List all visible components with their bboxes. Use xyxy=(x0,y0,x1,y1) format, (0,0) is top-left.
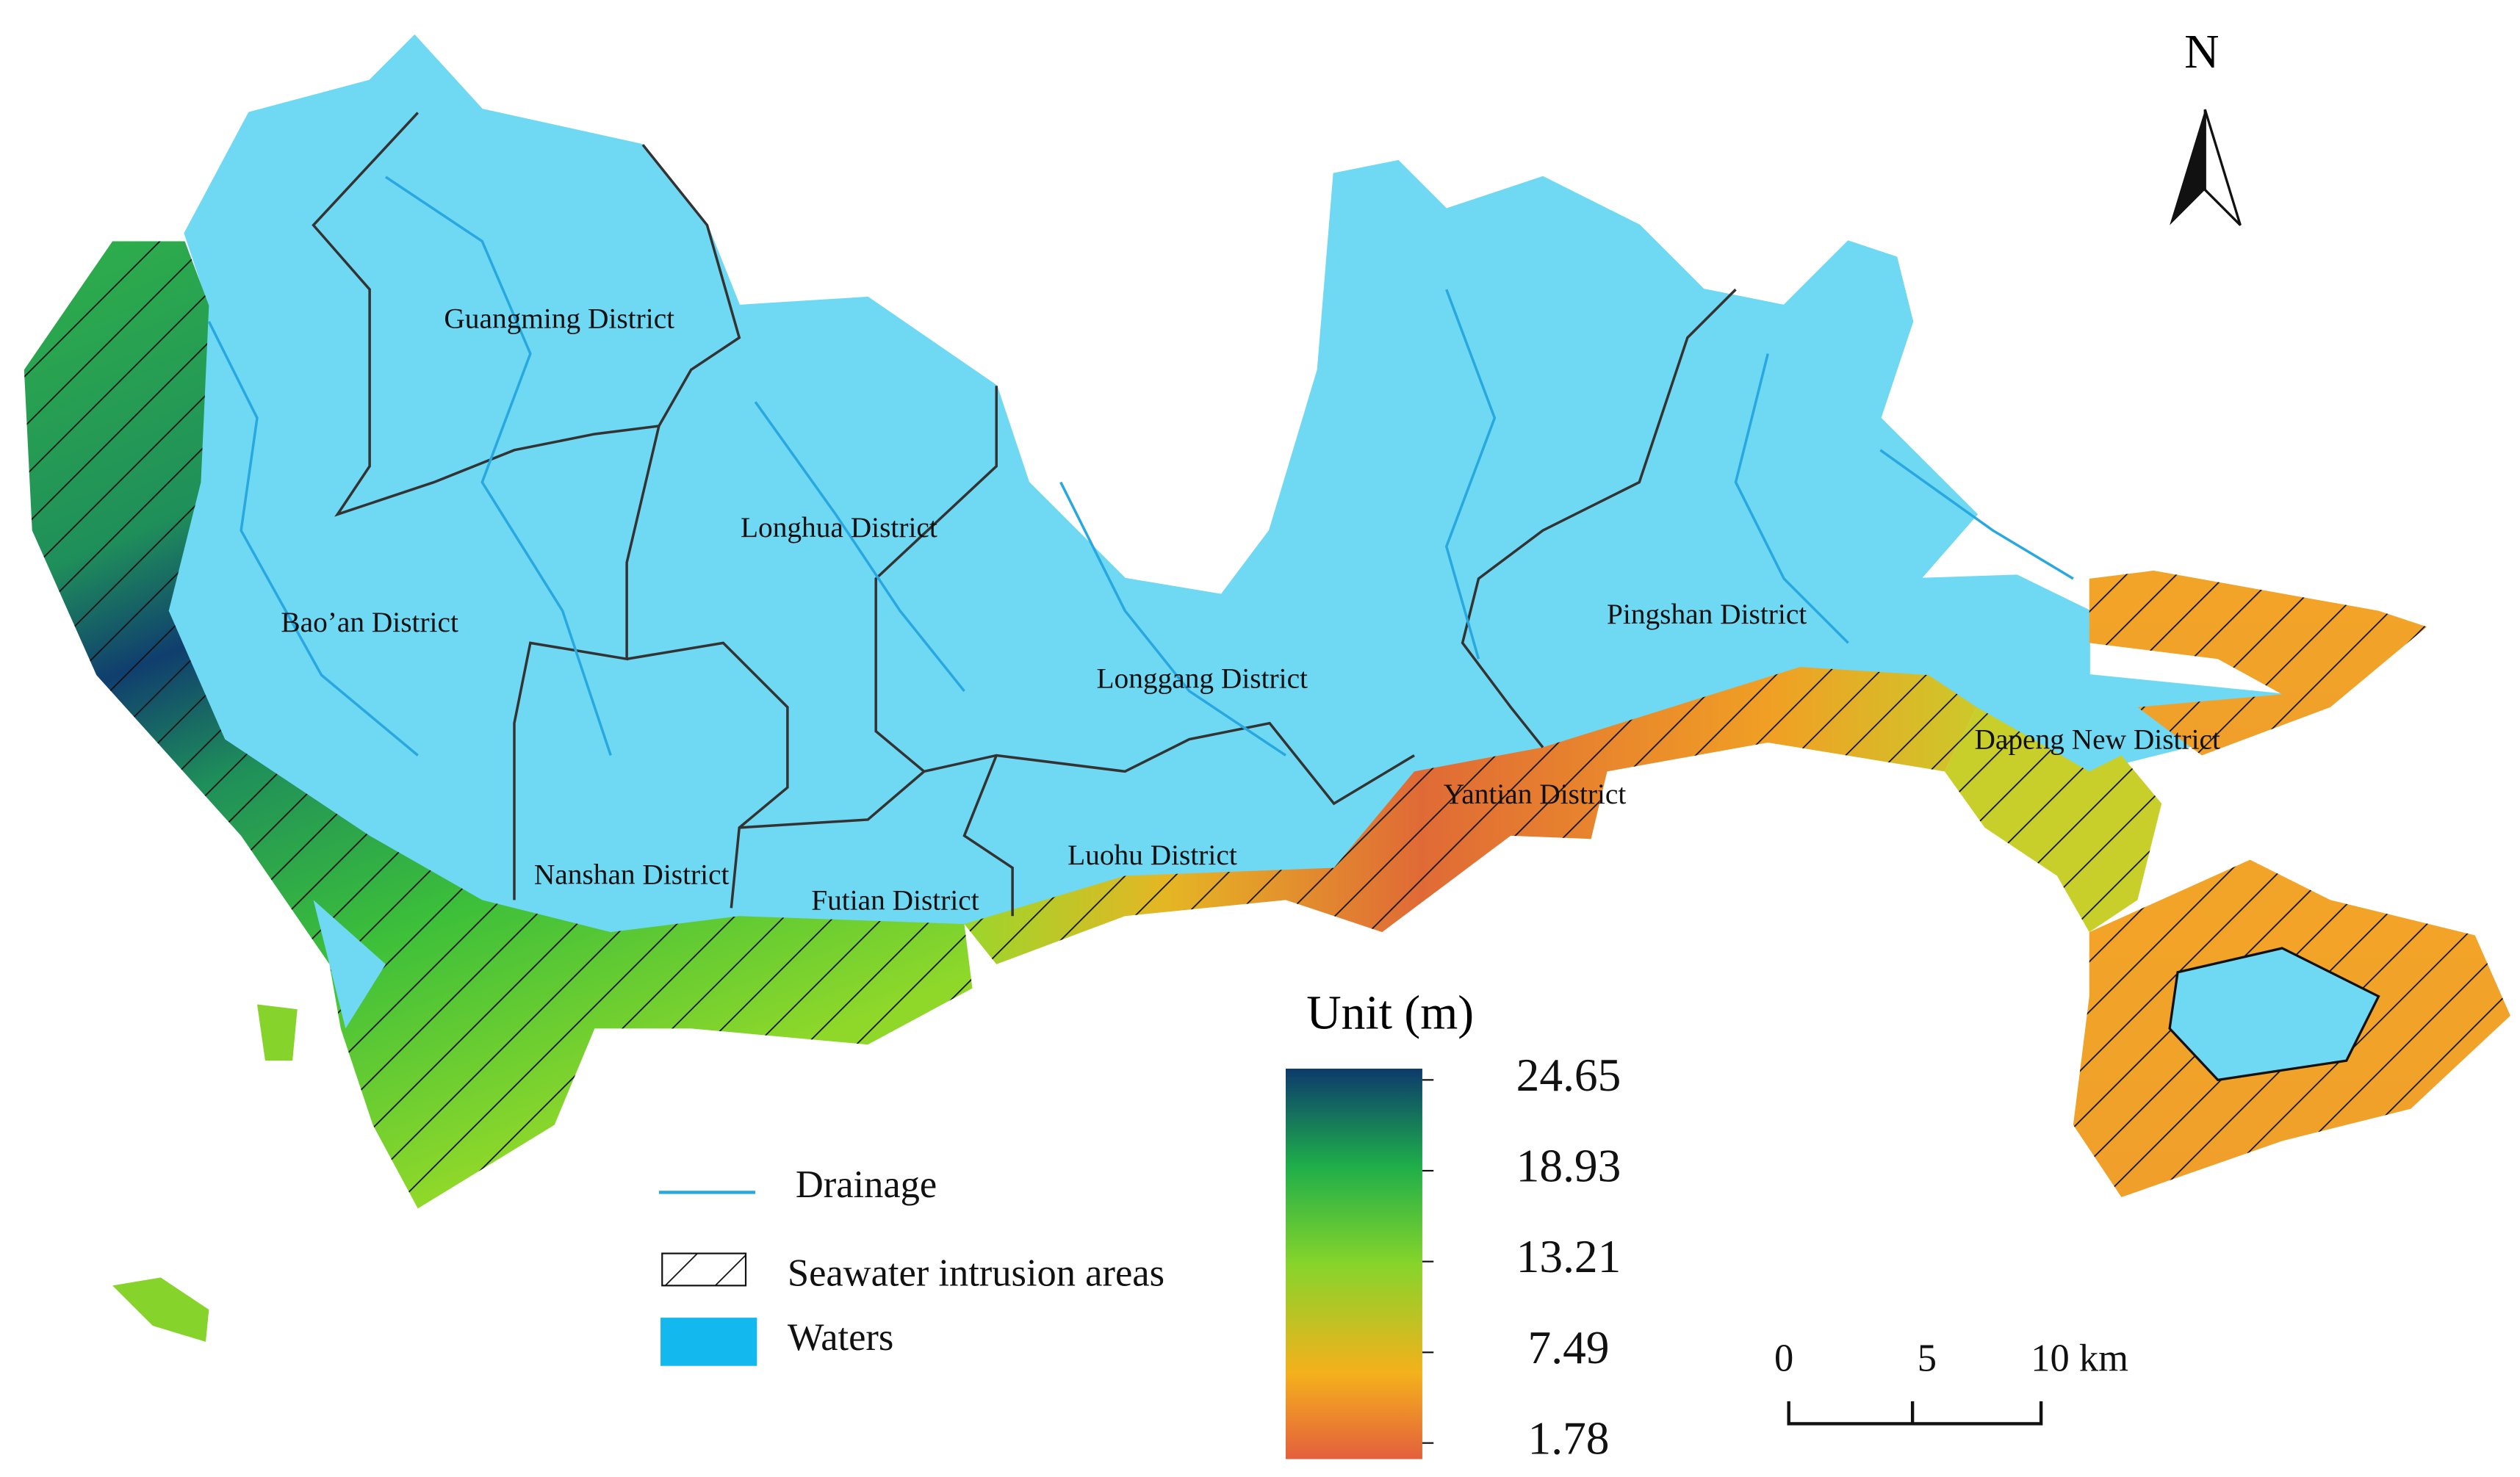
north-label: N xyxy=(2184,26,2219,79)
legend-waters-swatch xyxy=(660,1318,757,1366)
colorbar-tick-label: 24.65 xyxy=(1516,1049,1621,1101)
district-label: Longhua District xyxy=(741,511,937,544)
drainage-lines xyxy=(207,176,2074,756)
district-boundaries xyxy=(312,112,1737,917)
legend-hatch-swatch xyxy=(661,1252,747,1287)
colorbar-tick-label: 7.49 xyxy=(1528,1321,1610,1373)
north-arrow: N xyxy=(2170,26,2242,226)
district-label: Luohu District xyxy=(1068,839,1237,871)
legend-label: Waters xyxy=(788,1316,893,1359)
colorbar-tick-label: 1.78 xyxy=(1528,1412,1610,1464)
scale-label: 10 km xyxy=(2031,1337,2128,1379)
colorbar-tick-label: 18.93 xyxy=(1516,1140,1621,1192)
scale-bar: 0 5 10 km xyxy=(1774,1337,2128,1426)
district-labels: Guangming District Longhua District Bao’… xyxy=(281,303,2220,917)
district-label: Nanshan District xyxy=(534,858,730,890)
legend: Drainage Seawater intrusion areas Waters xyxy=(658,1163,1164,1366)
colorbar-ramp xyxy=(1286,1069,1422,1459)
district-label: Futian District xyxy=(811,884,979,916)
district-label: Bao’an District xyxy=(281,606,458,638)
legend-label: Seawater intrusion areas xyxy=(788,1252,1164,1294)
district-label: Yantian District xyxy=(1444,778,1627,810)
colorbar-title: Unit (m) xyxy=(1306,986,1474,1039)
colorbar: Unit (m) 24.65 18.93 13.21 7.49 1.78 xyxy=(1286,986,1621,1464)
scale-label: 0 xyxy=(1774,1337,1793,1379)
district-label: Pingshan District xyxy=(1607,598,1807,630)
district-label: Guangming District xyxy=(444,303,674,335)
district-label: Dapeng New District xyxy=(1974,723,2220,756)
colorbar-tick-label: 13.21 xyxy=(1516,1230,1621,1282)
legend-label: Drainage xyxy=(796,1163,937,1206)
south-intrusion xyxy=(964,667,1977,964)
scale-label: 5 xyxy=(1918,1337,1937,1379)
east-intrusion xyxy=(1944,570,2510,1198)
district-label: Longgang District xyxy=(1097,662,1308,695)
west-intrusion xyxy=(24,241,973,1342)
